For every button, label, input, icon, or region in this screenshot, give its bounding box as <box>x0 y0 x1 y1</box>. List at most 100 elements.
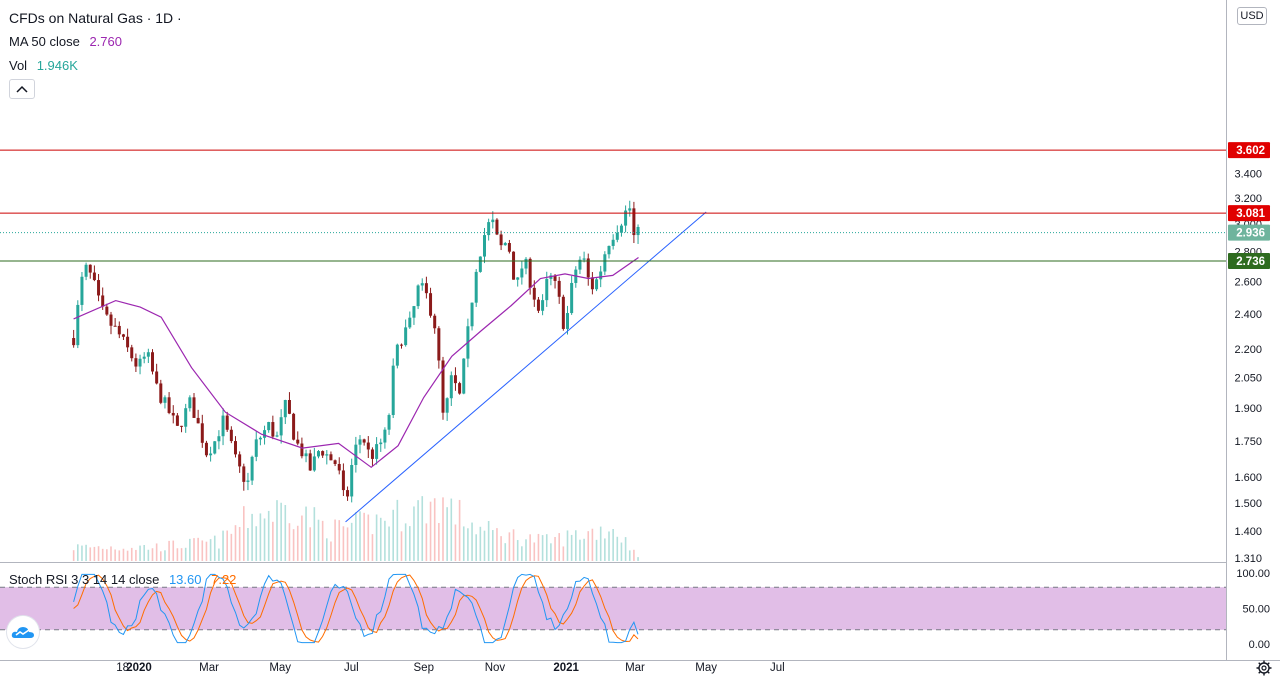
volume-bar <box>570 534 573 561</box>
volume-bar <box>583 538 585 561</box>
price-tick-label: 1.400 <box>1234 526 1262 538</box>
volume-bar <box>541 535 544 561</box>
volume-bar <box>85 544 87 561</box>
price-tag-support-bg <box>1228 253 1270 270</box>
lines-layer <box>0 149 1226 523</box>
candle-body <box>200 423 204 443</box>
candle-body <box>495 219 499 235</box>
volume-bar <box>475 534 477 561</box>
candle-body <box>433 315 437 329</box>
candle-body <box>350 465 354 497</box>
candle-body <box>541 300 545 311</box>
symbol-legend[interactable]: CFDs on Natural Gas · 1D · <box>9 10 182 26</box>
candle-body <box>628 208 632 211</box>
volume-bar <box>388 526 390 561</box>
price-tag-last: 2.936 <box>1236 228 1265 240</box>
volume-bar <box>305 506 307 561</box>
candle-body <box>412 306 416 318</box>
price-tick-label: 1.310 <box>1234 553 1262 565</box>
volume-bar <box>255 526 258 561</box>
trendline <box>345 211 707 523</box>
volume-bar <box>624 537 627 561</box>
volume-bar <box>189 538 191 561</box>
volume-bar <box>218 548 220 561</box>
candle-body <box>80 276 84 305</box>
candle-body <box>163 397 167 403</box>
candle-body <box>445 398 449 413</box>
candle-body <box>565 313 569 329</box>
price-tag-resistance-mid: 3.081 <box>1236 208 1265 220</box>
price-tag-support: 2.736 <box>1236 256 1265 268</box>
ma-legend[interactable]: MA 50 close 2.760 <box>9 34 122 50</box>
price-tag-resistance-high-bg <box>1228 142 1270 159</box>
candle-body <box>337 463 341 471</box>
volume-bar <box>280 502 282 561</box>
volume-bar <box>72 550 75 561</box>
candle-body <box>217 436 221 442</box>
candle-body <box>175 415 179 426</box>
volume-bar <box>209 539 212 561</box>
candle-body <box>603 254 607 272</box>
volume-bar <box>164 550 166 561</box>
volume-bar <box>230 533 233 561</box>
candle-body <box>246 480 250 482</box>
time-tick-label: Mar <box>625 662 645 674</box>
candle-body <box>553 275 557 281</box>
candle-body <box>105 306 109 315</box>
candle-body <box>341 470 345 491</box>
vol-legend[interactable]: Vol 1.946K <box>9 58 78 74</box>
volume-bar <box>587 531 590 561</box>
vol-legend-label: Vol <box>9 58 28 73</box>
collapse-legend-button[interactable] <box>9 79 35 99</box>
volume-bar <box>76 544 79 561</box>
volume-bar <box>595 539 598 561</box>
volume-bar <box>633 549 635 561</box>
volume-bar <box>106 549 108 561</box>
currency-badge[interactable]: USD <box>1237 7 1267 25</box>
candle-body <box>275 435 279 437</box>
candle-body <box>296 439 300 444</box>
volume-bar <box>438 523 440 561</box>
candle-body <box>333 460 337 464</box>
candle-body <box>126 336 130 348</box>
candle-body <box>462 358 466 394</box>
volume-bar <box>421 496 424 561</box>
volume-bar <box>620 542 623 561</box>
time-tick-label: May <box>269 662 291 674</box>
candles-layer <box>72 200 640 503</box>
ma-legend-value: 2.760 <box>89 34 122 49</box>
price-tag-resistance-mid-bg <box>1228 205 1270 222</box>
candle-body <box>287 399 291 414</box>
candle-body <box>72 338 76 346</box>
volume-bar <box>367 514 370 561</box>
volume-bar <box>168 540 170 561</box>
candle-body <box>528 258 532 288</box>
volume-bar <box>562 546 565 561</box>
volume-bar <box>504 543 507 561</box>
volume-bar <box>525 539 527 561</box>
candle-body <box>624 210 628 226</box>
volume-bar <box>172 540 175 561</box>
volume-bar <box>637 557 639 561</box>
stoch-legend[interactable]: Stoch RSI 3 3 14 14 close 13.60 7.22 <box>9 572 236 588</box>
stoch-tick-label: 0.00 <box>1249 639 1270 651</box>
volume-bar <box>529 534 531 561</box>
volume-bar <box>413 506 415 561</box>
tradingview-logo[interactable] <box>7 616 39 648</box>
volume-bar <box>375 514 378 561</box>
volume-bar <box>114 549 116 561</box>
volume-bar <box>301 515 303 561</box>
volume-bar <box>180 548 183 561</box>
volume-bar <box>118 550 121 561</box>
candle-body <box>354 444 358 466</box>
time-tick-label: 2021 <box>553 662 579 674</box>
candle-body <box>619 225 623 233</box>
chart-settings-button[interactable] <box>1254 658 1274 678</box>
volume-bar <box>608 531 610 561</box>
price-tick-label: 1.600 <box>1234 472 1262 484</box>
volume-bar <box>429 501 432 561</box>
volume-bar <box>508 532 511 561</box>
time-tick-label: 18 <box>116 662 129 674</box>
price-tick-label: 3.400 <box>1234 168 1262 180</box>
